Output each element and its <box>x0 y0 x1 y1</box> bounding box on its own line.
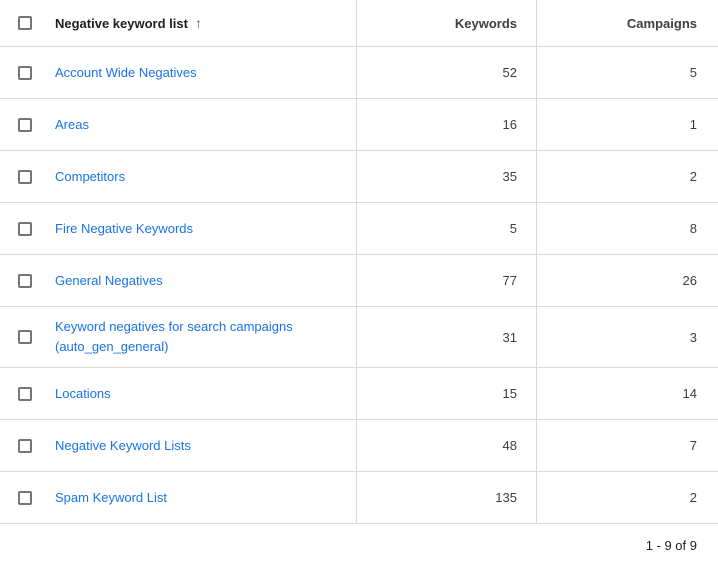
list-name-cell: Locations <box>0 368 356 419</box>
column-header-label: Negative keyword list <box>55 15 188 31</box>
negative-keyword-list-link[interactable]: Keyword negatives for search campaigns (… <box>55 319 293 354</box>
negative-keyword-list-link[interactable]: Competitors <box>55 168 126 184</box>
table-row: Negative Keyword Lists 48 7 <box>0 420 718 472</box>
table-row: Competitors 35 2 <box>0 151 718 203</box>
table-row: Areas 16 1 <box>0 99 718 151</box>
keywords-count: 77 <box>356 255 536 306</box>
column-header-keywords[interactable]: Keywords <box>356 0 536 46</box>
campaigns-count: 2 <box>536 472 718 523</box>
negative-keyword-list-link[interactable]: Areas <box>55 116 89 132</box>
table-row: General Negatives 77 26 <box>0 255 718 307</box>
keywords-count: 16 <box>356 99 536 150</box>
campaigns-count: 1 <box>536 99 718 150</box>
list-name-cell: Spam Keyword List <box>0 472 356 523</box>
negative-keyword-list-link[interactable]: Spam Keyword List <box>55 489 167 505</box>
list-name-cell: General Negatives <box>0 255 356 306</box>
campaigns-count: 7 <box>536 420 718 471</box>
list-name-cell: Keyword negatives for search campaigns (… <box>0 307 356 367</box>
campaigns-count: 14 <box>536 368 718 419</box>
column-header-campaigns[interactable]: Campaigns <box>536 0 718 46</box>
row-checkbox[interactable] <box>18 221 32 236</box>
row-checkbox[interactable] <box>18 169 32 184</box>
keywords-count: 135 <box>356 472 536 523</box>
table-row: Spam Keyword List 135 2 <box>0 472 718 524</box>
table-row: Account Wide Negatives 52 5 <box>0 47 718 99</box>
keywords-count: 48 <box>356 420 536 471</box>
keywords-count: 31 <box>356 307 536 367</box>
row-checkbox[interactable] <box>18 438 32 453</box>
list-name-cell: Fire Negative Keywords <box>0 203 356 254</box>
table-row: Fire Negative Keywords 5 8 <box>0 203 718 255</box>
table-row: Keyword negatives for search campaigns (… <box>0 307 718 368</box>
campaigns-count: 3 <box>536 307 718 367</box>
list-name-cell: Competitors <box>0 151 356 202</box>
campaigns-count: 8 <box>536 203 718 254</box>
list-name-cell: Negative Keyword Lists <box>0 420 356 471</box>
campaigns-count: 2 <box>536 151 718 202</box>
list-name-cell: Account Wide Negatives <box>0 47 356 98</box>
row-checkbox[interactable] <box>18 490 32 505</box>
sort-ascending-arrow-icon: ↑ <box>194 15 202 31</box>
negative-keyword-list-link[interactable]: Locations <box>55 385 111 401</box>
keywords-count: 5 <box>356 203 536 254</box>
keywords-count: 15 <box>356 368 536 419</box>
campaigns-count: 5 <box>536 47 718 98</box>
table-header-row: Negative keyword list ↑ Keywords Campaig… <box>0 0 718 47</box>
row-checkbox[interactable] <box>18 330 32 344</box>
table-body: Account Wide Negatives 52 5 Areas 16 1 C… <box>0 47 718 524</box>
row-checkbox[interactable] <box>18 273 32 288</box>
row-checkbox[interactable] <box>18 117 32 132</box>
header-cell-negative-keyword-list: Negative keyword list ↑ <box>0 0 356 46</box>
negative-keyword-list-link[interactable]: Account Wide Negatives <box>55 64 197 80</box>
row-checkbox[interactable] <box>18 386 32 401</box>
column-header-negative-keyword-list[interactable]: Negative keyword list ↑ <box>55 15 202 31</box>
pagination-range: 1 - 9 of 9 <box>645 538 697 553</box>
negative-keyword-list-link[interactable]: Negative Keyword Lists <box>55 437 191 453</box>
pagination-bar: 1 - 9 of 9 <box>0 524 718 566</box>
campaigns-count: 26 <box>536 255 718 306</box>
row-checkbox[interactable] <box>18 65 32 80</box>
table-row: Locations 15 14 <box>0 368 718 420</box>
keywords-count: 52 <box>356 47 536 98</box>
list-name-cell: Areas <box>0 99 356 150</box>
select-all-checkbox[interactable] <box>18 16 32 30</box>
negative-keyword-list-link[interactable]: General Negatives <box>55 272 163 288</box>
negative-keyword-list-link[interactable]: Fire Negative Keywords <box>55 220 193 236</box>
keywords-count: 35 <box>356 151 536 202</box>
negative-keyword-lists-table: Negative keyword list ↑ Keywords Campaig… <box>0 0 718 524</box>
